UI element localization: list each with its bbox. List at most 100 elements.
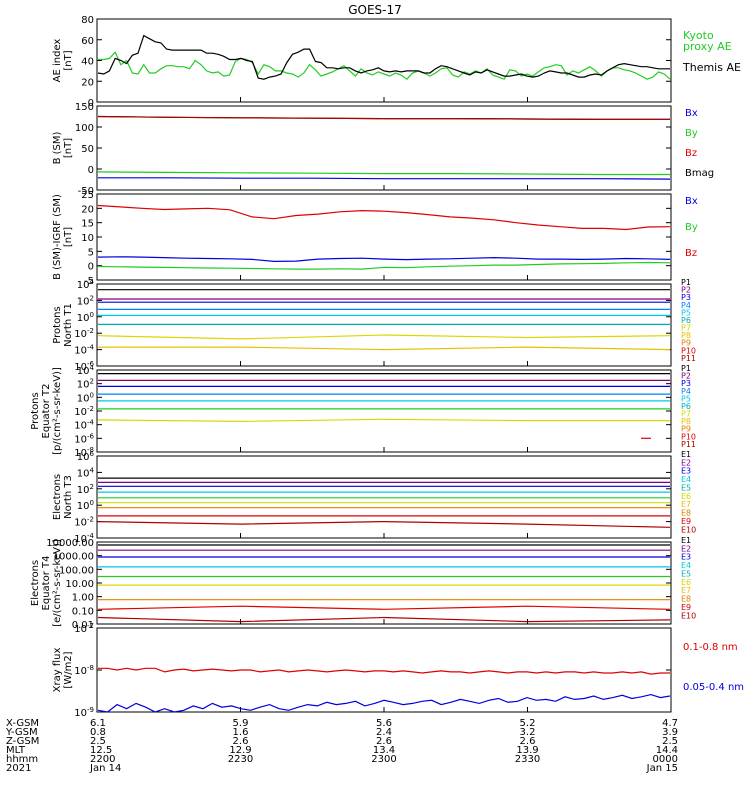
ephemeris-value: 2.4	[376, 727, 392, 738]
legend-en-0: E1	[681, 450, 691, 459]
y-axis-label: B (SM)[nT]	[52, 131, 74, 164]
y-axis-label: B (SM)-IGRF (SM)[nT]	[52, 194, 74, 280]
panel-frame	[96, 627, 672, 713]
ephemeris-value: 4.7	[662, 718, 678, 729]
legend-en-3: E4	[681, 475, 691, 484]
ephemeris-value: 2300	[371, 754, 396, 765]
series-line-0-05-0-4-nm	[97, 693, 671, 712]
ephemeris-value: Jan 14	[89, 763, 121, 774]
legend-pe-3: P4	[681, 387, 691, 396]
legend-ae-1: proxy AE	[683, 40, 732, 53]
series-group	[97, 373, 670, 439]
y-tick-label: 102	[77, 378, 94, 391]
ephemeris-value: 3.2	[520, 727, 536, 738]
y-tick-label: 150	[75, 102, 94, 113]
legend-ee-1: E2	[681, 544, 691, 553]
y-tick-label: 100	[77, 499, 94, 512]
legend-en-4: E5	[681, 483, 691, 492]
y-tick-label: 100	[75, 123, 94, 134]
series-group	[97, 34, 671, 81]
y-tick-label: 10-2	[74, 405, 94, 418]
y-tick-label: 1000.00	[53, 552, 94, 563]
ephemeris-value: 3.9	[662, 727, 678, 738]
ephemeris-row-label: Y-GSM	[5, 727, 38, 738]
y-tick-label: 25	[81, 190, 94, 201]
y-tick-label: 102	[77, 294, 94, 307]
legend-pe-6: P7	[681, 410, 691, 419]
series-line-p8	[98, 346, 671, 351]
ephemeris-row-label: Z-GSM	[6, 736, 39, 747]
series-line-0-1-0-8-nm	[98, 667, 670, 675]
legend-en-2: E3	[681, 467, 691, 476]
y-tick-label: 10-8	[74, 664, 94, 677]
y-tick-label: 104	[77, 278, 95, 291]
legend-pe-7: P8	[681, 417, 691, 426]
panel-frame	[96, 369, 672, 453]
y-tick-label: 10-7	[74, 622, 94, 635]
series-line-p7	[97, 418, 670, 423]
legend-pe-0: P1	[681, 364, 691, 373]
series-group	[97, 289, 671, 351]
y-tick-label: 40	[81, 57, 94, 68]
y-tick-label: 10	[81, 233, 94, 244]
legend-digrf-1: By	[685, 222, 698, 233]
series-group	[97, 477, 671, 528]
ephemeris-value: 12.9	[229, 745, 251, 756]
y-tick-label: 10000.00	[46, 538, 94, 549]
ephemeris-value: 2200	[90, 754, 115, 765]
legend-pe-2: P3	[681, 379, 691, 388]
panel-frame	[96, 18, 672, 103]
series-line-bx	[97, 256, 671, 263]
series-line-e10	[97, 520, 671, 528]
ephemeris-value: 5.9	[233, 718, 249, 729]
series-line-e10	[97, 616, 671, 623]
y-tick-label: 1.00	[72, 593, 94, 604]
series-line-by	[97, 171, 670, 176]
y-tick-label: 106	[77, 450, 95, 463]
panel-ee: 10000.00 1000.00 100.00 10.00 1.00 0.10 0.01 El…	[30, 536, 696, 631]
ephemeris-row-label: 2021	[6, 763, 31, 774]
ephemeris-value: 12.5	[90, 745, 112, 756]
panel-pe: 10410210010-210-410-610-8ProtonsEquator …	[30, 364, 696, 459]
y-tick-label: 0	[88, 262, 94, 273]
y-tick-label: 50	[81, 144, 94, 155]
series-line-p7	[97, 334, 671, 340]
y-tick-label: 20	[81, 204, 94, 215]
ephemeris-value: 6.1	[90, 718, 106, 729]
legend-digrf-2: Bz	[685, 248, 697, 259]
y-tick-label: 100	[77, 391, 94, 404]
legend-pe-9: P10	[681, 432, 696, 441]
y-tick-label: 100	[77, 311, 94, 324]
legend-pn-5: P6	[681, 316, 691, 325]
legend-digrf-0: Bx	[685, 196, 698, 207]
panel-bsm: 150 100 50 0 -50 B (SM)[nT] Bx By Bz Bmag	[52, 102, 714, 197]
y-tick-label: 104	[77, 466, 95, 479]
ephemeris-value: 2230	[228, 754, 253, 765]
legend-ae-0: Kyoto	[683, 29, 714, 42]
chart-title: GOES-17	[348, 3, 402, 17]
ephemeris-value: 2.6	[233, 736, 249, 747]
ephemeris-value: 0000	[653, 754, 678, 765]
ephemeris-value: 5.6	[376, 718, 392, 729]
series-line-by	[97, 261, 671, 270]
legend-ee-5: E6	[681, 578, 691, 587]
ephemeris-value: 2.5	[662, 736, 678, 747]
ephemeris-value: 2330	[515, 754, 540, 765]
ephemeris-value: Jan 15	[646, 763, 678, 774]
legend-ee-2: E3	[681, 553, 691, 562]
ephemeris-row-label: MLT	[6, 745, 26, 756]
y-tick-label: 10.00	[65, 579, 94, 590]
series-group	[97, 115, 671, 180]
legend-en-6: E7	[681, 500, 691, 509]
legend-pn-8: P9	[681, 339, 691, 348]
legend-pe-10: P11	[681, 440, 696, 449]
legend-pe-1: P2	[681, 372, 691, 381]
y-tick-label: 100.00	[59, 565, 94, 576]
legend-ee-7: E8	[681, 595, 691, 604]
y-axis-label: ProtonsEquator T2[p/(cm²-s-sr-keV)]	[30, 367, 63, 455]
series-group	[97, 204, 671, 270]
legend-pe-5: P6	[681, 402, 691, 411]
